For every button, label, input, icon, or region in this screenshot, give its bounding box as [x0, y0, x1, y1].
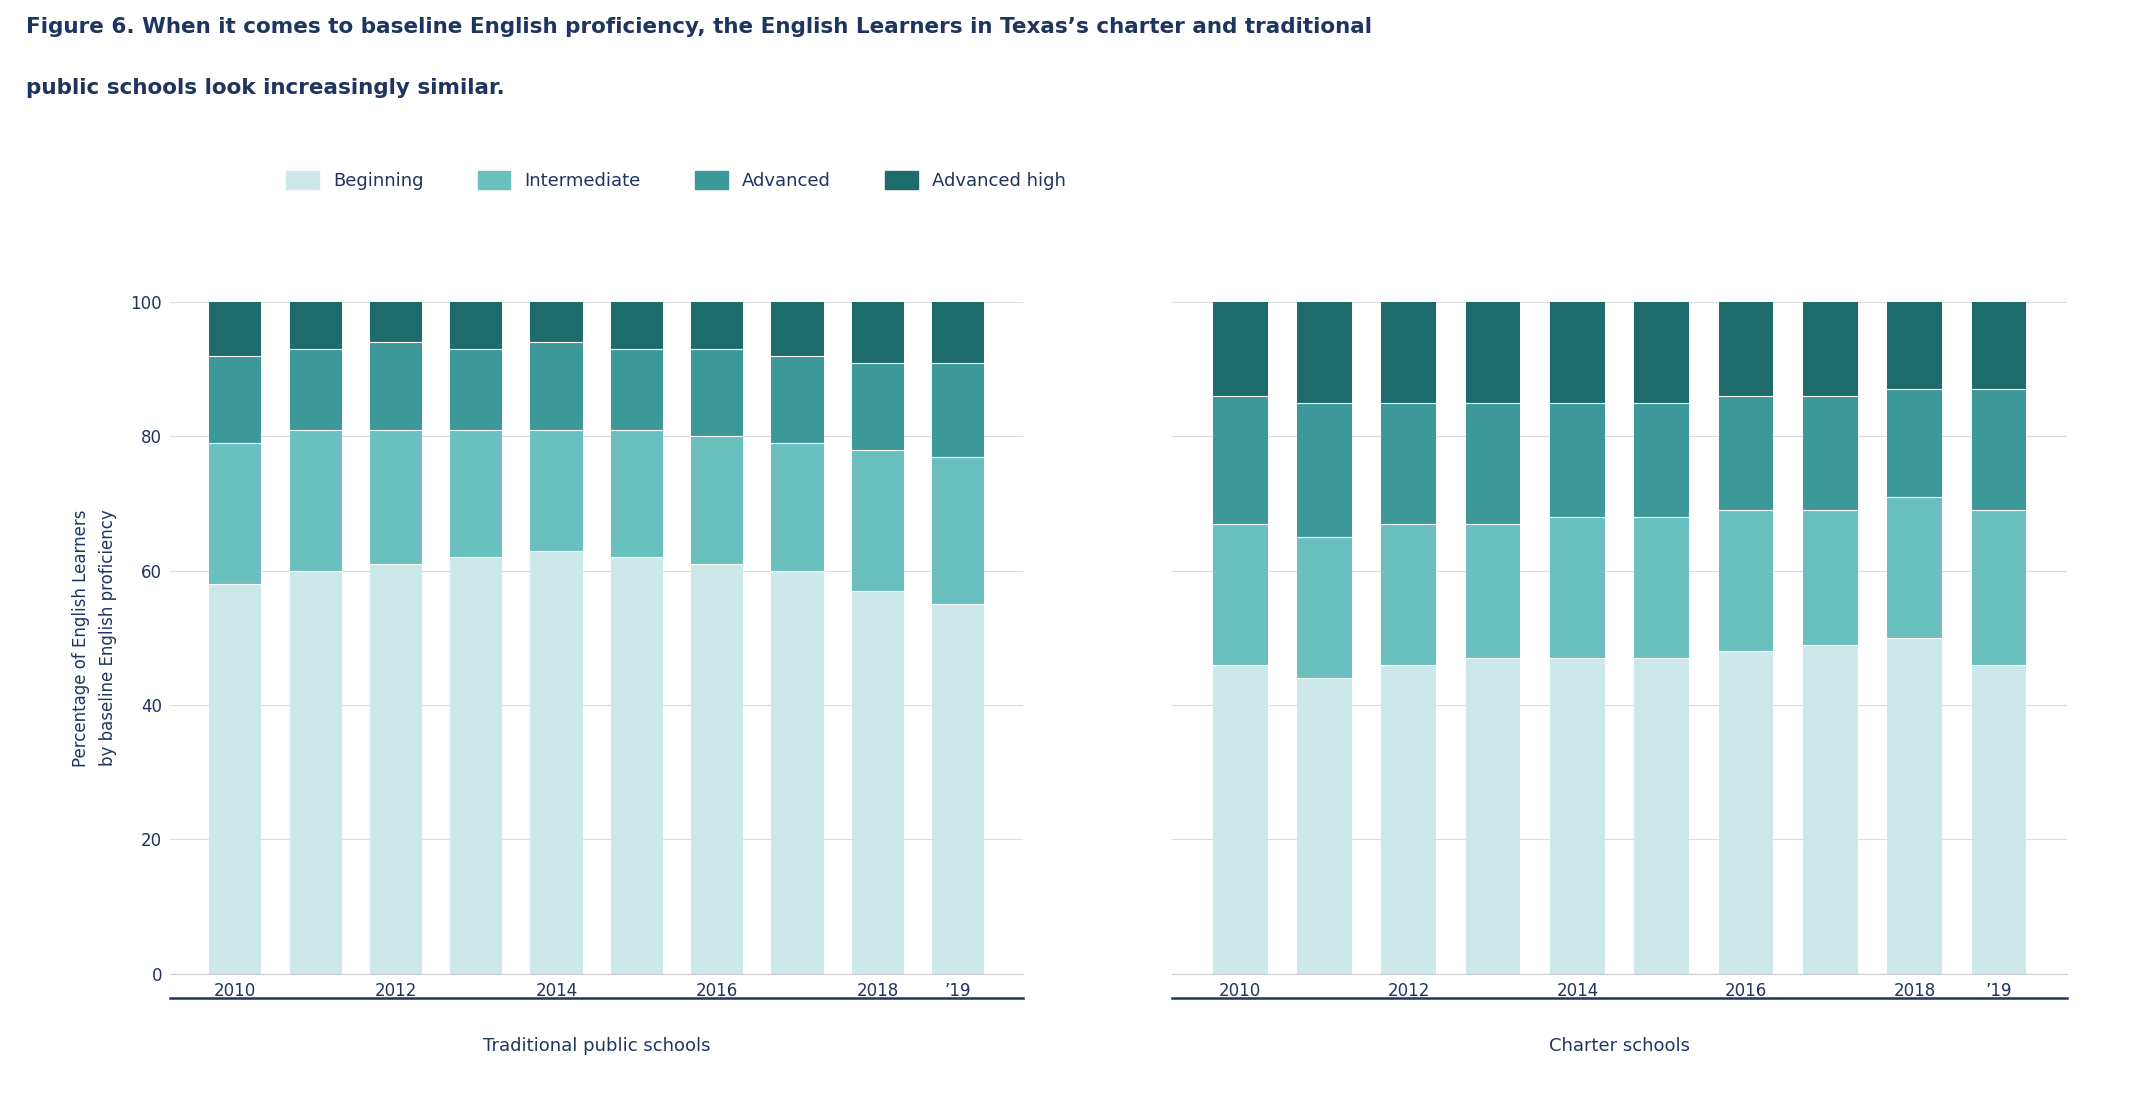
Bar [1803, 510, 1858, 645]
Bar [1634, 517, 1690, 658]
Bar [1803, 396, 1858, 510]
Bar [771, 443, 823, 571]
Bar [612, 302, 663, 349]
Bar [371, 430, 422, 564]
Bar [931, 457, 985, 604]
Bar [1634, 302, 1690, 403]
Bar [852, 363, 904, 450]
Bar [450, 302, 503, 349]
Bar [612, 430, 663, 557]
Bar [612, 557, 663, 974]
Bar [1888, 302, 1941, 389]
Bar [209, 356, 262, 443]
Bar [290, 430, 341, 571]
Bar [450, 430, 503, 557]
Bar [1888, 638, 1941, 974]
Bar [209, 302, 262, 356]
Bar [1549, 403, 1605, 517]
Bar [1549, 658, 1605, 974]
Bar [1888, 389, 1941, 497]
Bar [531, 342, 582, 430]
Bar [1298, 403, 1351, 537]
Bar [1466, 302, 1522, 403]
Bar [1971, 510, 2027, 665]
Bar [371, 342, 422, 430]
Bar [771, 571, 823, 974]
Bar [371, 564, 422, 974]
Text: Charter schools: Charter schools [1549, 1037, 1690, 1055]
Bar [771, 356, 823, 443]
Bar [931, 302, 985, 363]
Bar [1213, 302, 1268, 396]
Bar [290, 302, 341, 349]
Bar [771, 302, 823, 356]
Bar [690, 302, 744, 349]
Bar [1718, 510, 1773, 651]
Bar [1971, 302, 2027, 389]
Y-axis label: Percentage of English Learners
by baseline English proficiency: Percentage of English Learners by baseli… [72, 509, 117, 767]
Bar [450, 349, 503, 430]
Bar [1466, 524, 1522, 658]
Bar [1549, 302, 1605, 403]
Text: Figure 6. When it comes to baseline English proficiency, the English Learners in: Figure 6. When it comes to baseline Engl… [26, 17, 1372, 37]
Text: public schools look increasingly similar.: public schools look increasingly similar… [26, 78, 505, 98]
Bar [1466, 403, 1522, 524]
Bar [1718, 302, 1773, 396]
Bar [690, 436, 744, 564]
Bar [371, 302, 422, 342]
Bar [690, 349, 744, 436]
Bar [1381, 302, 1436, 403]
Bar [1213, 665, 1268, 974]
Bar [612, 349, 663, 430]
Bar [1971, 665, 2027, 974]
Bar [1634, 403, 1690, 517]
Bar [1466, 658, 1522, 974]
Bar [852, 302, 904, 363]
Bar [1718, 651, 1773, 974]
Bar [1381, 403, 1436, 524]
Bar [290, 349, 341, 430]
Bar [531, 430, 582, 551]
Bar [1213, 524, 1268, 665]
Bar [1298, 537, 1351, 678]
Bar [450, 557, 503, 974]
Text: Traditional public schools: Traditional public schools [484, 1037, 710, 1055]
Bar [1549, 517, 1605, 658]
Bar [1888, 497, 1941, 638]
Bar [531, 302, 582, 342]
Legend: Beginning, Intermediate, Advanced, Advanced high: Beginning, Intermediate, Advanced, Advan… [286, 171, 1066, 190]
Bar [852, 450, 904, 591]
Bar [1971, 389, 2027, 510]
Bar [1298, 302, 1351, 403]
Bar [1718, 396, 1773, 510]
Bar [690, 564, 744, 974]
Bar [931, 363, 985, 457]
Bar [1298, 678, 1351, 974]
Bar [931, 604, 985, 974]
Bar [209, 443, 262, 584]
Bar [1381, 665, 1436, 974]
Bar [1634, 658, 1690, 974]
Bar [1803, 302, 1858, 396]
Bar [1803, 645, 1858, 974]
Bar [852, 591, 904, 974]
Bar [1213, 396, 1268, 524]
Bar [1381, 524, 1436, 665]
Bar [209, 584, 262, 974]
Bar [290, 571, 341, 974]
Bar [531, 551, 582, 974]
